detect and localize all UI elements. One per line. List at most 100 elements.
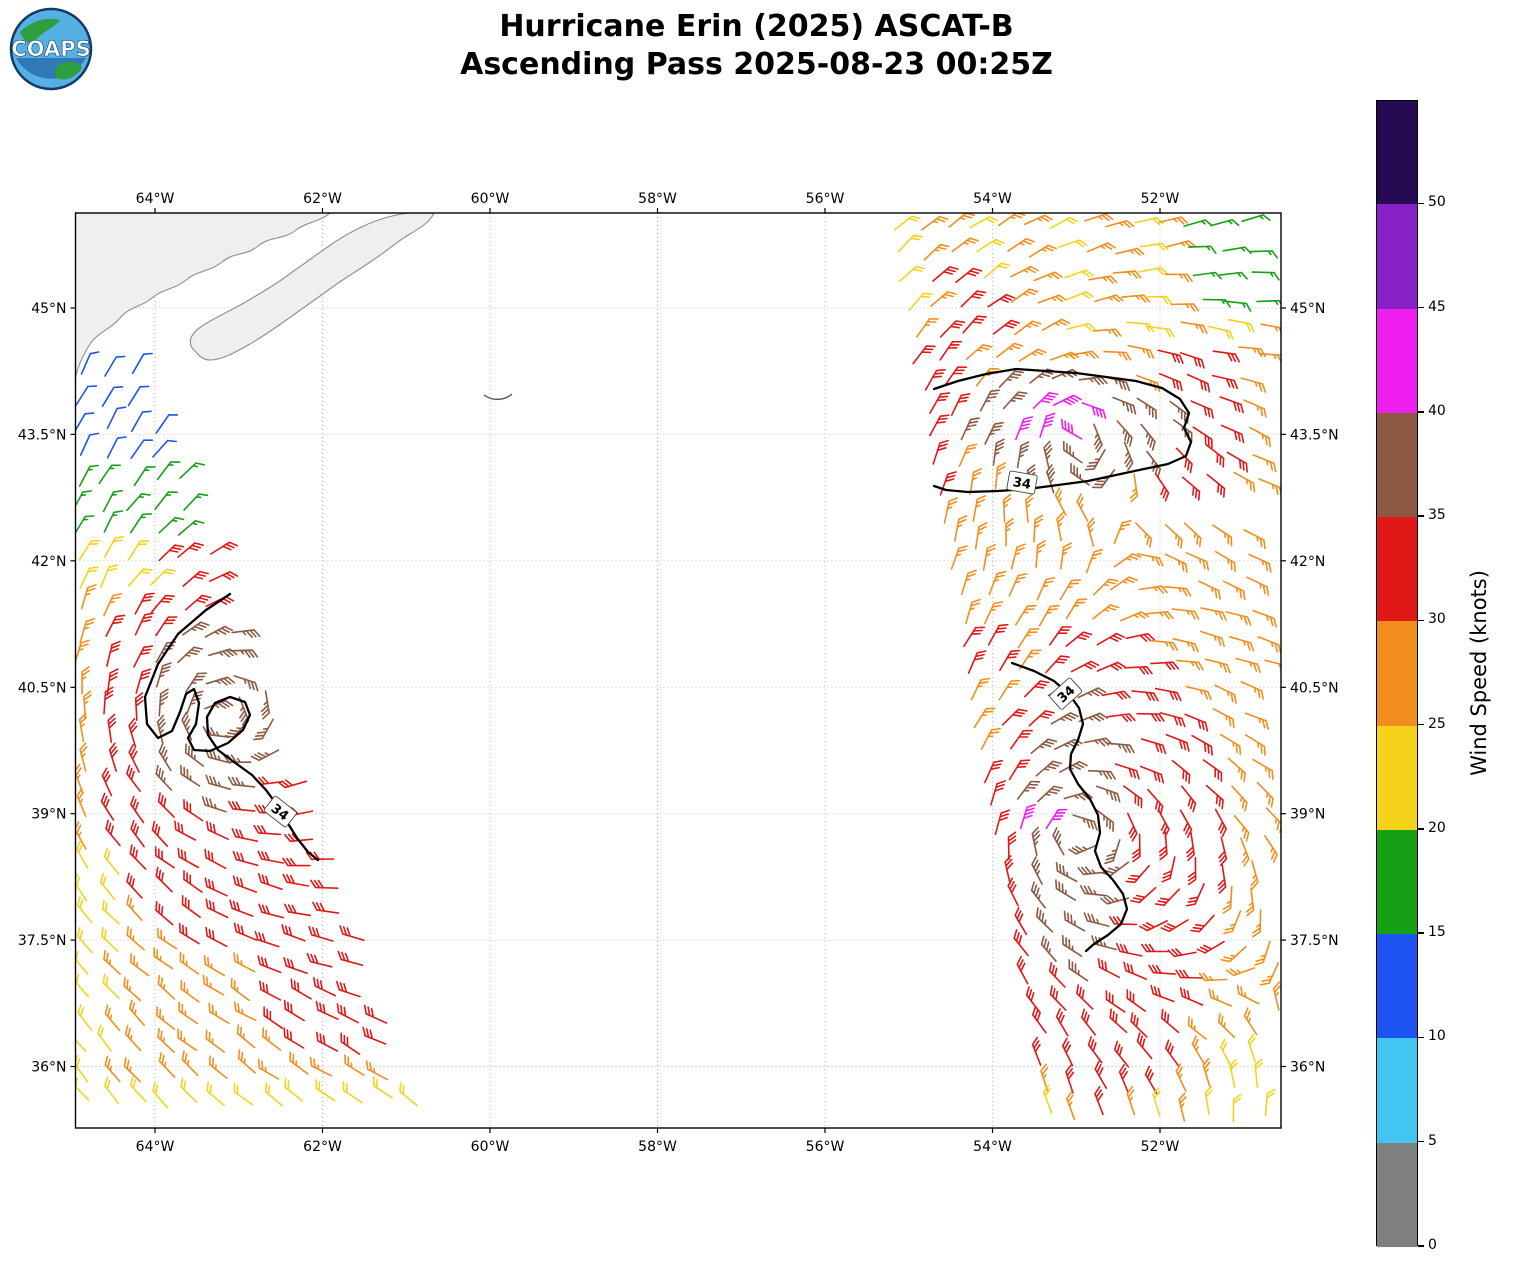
wind-barb xyxy=(209,571,239,582)
wind-barb xyxy=(257,955,282,974)
wind-barb xyxy=(315,1000,339,1020)
colorbar xyxy=(1376,100,1418,1247)
wind-barb xyxy=(262,1027,282,1051)
wind-barb xyxy=(1025,493,1034,523)
wind-barb xyxy=(365,1060,389,1081)
wind-barb xyxy=(1056,511,1065,542)
wind-barb xyxy=(1190,400,1214,419)
contour-34-left xyxy=(143,592,320,862)
wind-barb xyxy=(950,545,968,570)
wind-barb xyxy=(104,1004,121,1032)
wind-barb xyxy=(105,819,121,847)
y-tick-label-left: 45°N xyxy=(31,301,66,317)
colorbar-tick-mark xyxy=(1418,828,1424,830)
wind-barb xyxy=(1181,476,1201,501)
wind-barb xyxy=(1171,608,1200,620)
wind-barb xyxy=(106,668,119,696)
wind-barb xyxy=(1147,325,1175,338)
wind-barb xyxy=(1139,920,1168,932)
wind-barb xyxy=(134,612,154,636)
wind-barb xyxy=(155,662,172,688)
wind-barb xyxy=(998,213,1026,227)
wind-barb xyxy=(108,742,118,772)
wind-barb xyxy=(339,925,365,941)
wind-barb xyxy=(152,1081,168,1109)
wind-barb xyxy=(1105,990,1126,1013)
wind-barb xyxy=(227,776,256,788)
wind-barb xyxy=(1150,984,1175,1003)
wind-barb xyxy=(939,340,962,361)
wind-barb xyxy=(126,764,141,792)
wind-barb xyxy=(133,645,154,668)
wind-barb xyxy=(1114,763,1140,780)
wind-barb xyxy=(1205,444,1225,468)
wind-barb xyxy=(1010,729,1033,750)
wind-barb xyxy=(1037,294,1067,304)
wind-barb xyxy=(1123,961,1148,980)
wind-barb xyxy=(1146,450,1162,478)
wind-barb xyxy=(177,646,203,664)
colorbar-segment-yellow xyxy=(1377,725,1417,830)
wind-barb xyxy=(1094,1060,1108,1089)
wind-barb xyxy=(102,899,121,925)
wind-barb xyxy=(282,873,310,887)
wind-barb xyxy=(1222,885,1233,914)
wind-barb xyxy=(929,414,950,437)
wind-barb xyxy=(399,1082,418,1107)
wind-barb xyxy=(1192,426,1213,449)
wind-barb xyxy=(1055,879,1076,901)
wind-barb xyxy=(1256,781,1274,808)
wind-barb xyxy=(155,866,173,893)
wind-barb xyxy=(1227,757,1246,783)
wind-barb xyxy=(1030,881,1046,909)
wind-barb xyxy=(930,291,957,307)
wind-barb xyxy=(156,1006,176,1030)
wind-barb xyxy=(336,980,361,998)
wind-barb xyxy=(77,1004,93,1032)
wind-barb xyxy=(998,370,1024,388)
wind-barb xyxy=(1005,518,1014,547)
wind-barb xyxy=(101,767,113,797)
wind-barb xyxy=(1066,1090,1076,1120)
contour-34-group xyxy=(143,367,1193,953)
wind-barb xyxy=(1115,942,1143,957)
wind-barb xyxy=(103,686,114,715)
wind-barb xyxy=(230,977,250,1002)
wind-barb xyxy=(1002,391,1028,410)
wind-barb xyxy=(1246,576,1270,596)
wind-barb xyxy=(1072,814,1098,831)
wind-barb xyxy=(1264,1088,1276,1117)
colorbar-tick-mark xyxy=(1418,723,1424,726)
wind-barb xyxy=(1096,661,1126,672)
wind-barb xyxy=(1264,659,1281,669)
wind-barb xyxy=(75,515,95,534)
wind-barb xyxy=(1248,553,1272,573)
land-nova-scotia xyxy=(189,213,435,361)
wind-barb xyxy=(1110,576,1138,591)
wind-barb xyxy=(1150,639,1179,651)
wind-barb xyxy=(929,392,951,414)
wind-barb xyxy=(1185,552,1210,571)
wind-barb xyxy=(1124,666,1153,675)
y-tick-label-left: 43.5°N xyxy=(18,427,67,443)
colorbar-title: Wind Speed (knots) xyxy=(1467,570,1491,776)
wind-barb xyxy=(1045,655,1070,674)
wind-barb xyxy=(233,1001,257,1022)
wind-barb xyxy=(232,875,258,893)
colorbar-tick-label: 50 xyxy=(1428,194,1446,211)
wind-barb xyxy=(152,439,177,458)
wind-barb xyxy=(123,1057,142,1083)
wind-barb xyxy=(1114,1040,1130,1068)
wind-barb xyxy=(969,216,998,229)
wind-barb xyxy=(1220,1038,1232,1068)
colorbar-tick-mark xyxy=(1418,1245,1424,1247)
wind-barb xyxy=(982,543,996,571)
wind-barb xyxy=(1181,785,1197,813)
wind-barb xyxy=(253,824,282,836)
wind-barb xyxy=(948,213,976,228)
wind-barb xyxy=(75,840,89,869)
wind-barb xyxy=(1030,738,1058,754)
wind-barb xyxy=(998,679,1021,701)
wind-barb xyxy=(1186,373,1211,393)
